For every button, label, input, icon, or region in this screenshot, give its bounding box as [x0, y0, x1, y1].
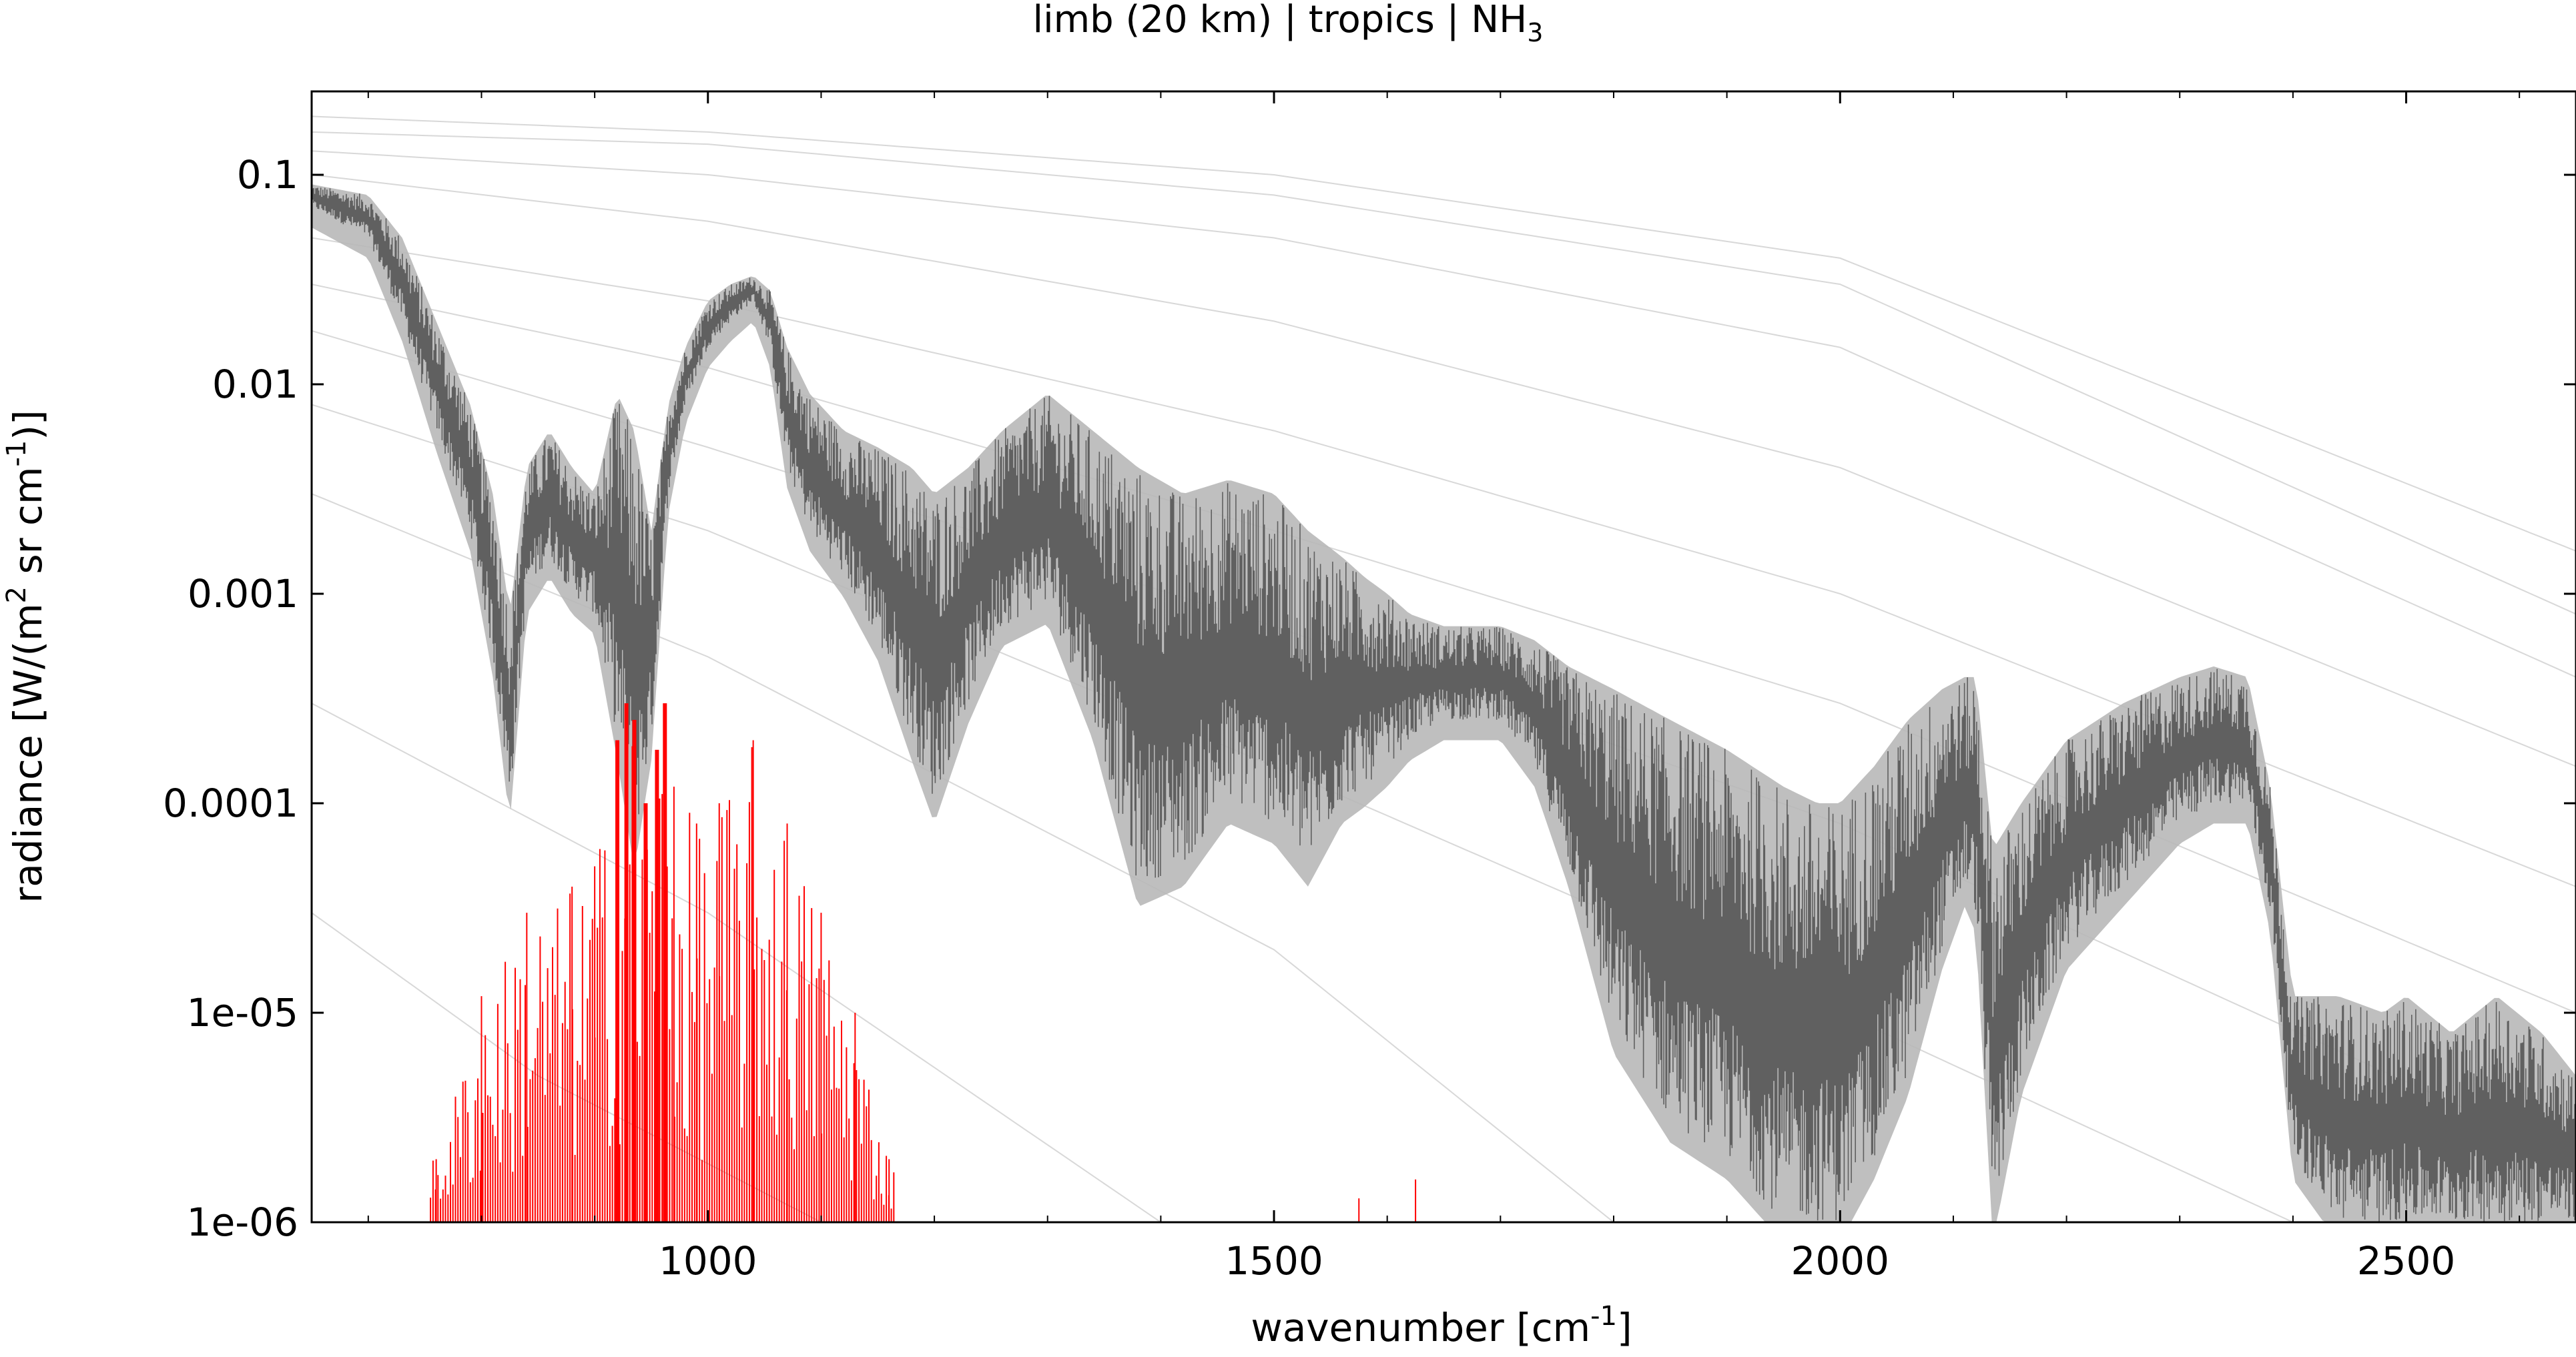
y-axis-label-a: radiance [W/(m	[5, 603, 51, 903]
y-tick-label: 0.0001	[163, 781, 298, 826]
y-axis-label-sup1: 2	[1, 586, 32, 603]
y-tick-label: 1e-06	[187, 1200, 298, 1245]
y-axis-label-c: )]	[5, 410, 51, 440]
reference-curve-1	[311, 115, 2576, 552]
y-tick-label: 0.01	[212, 362, 298, 407]
x-axis-label-end: ]	[1617, 1305, 1632, 1350]
x-tick-label: 1500	[1225, 1238, 1323, 1284]
chart-title-subscript: 3	[1527, 18, 1543, 47]
chart-title-main: limb (20 km) | tropics | NH	[1033, 0, 1528, 41]
nh3-spike-forest	[430, 746, 895, 1222]
y-axis: 0.1 0.01 0.001 0.0001 1e-05 1e-06	[163, 152, 2576, 1245]
y-axis-label: radiance [W/(m2 sr cm-1)]	[1, 410, 51, 903]
y-tick-label: 1e-05	[187, 990, 298, 1035]
y-axis-label-b: sr cm	[5, 467, 51, 586]
x-axis-label-sup: -1	[1590, 1301, 1617, 1332]
x-tick-label: 2000	[1791, 1238, 1889, 1284]
x-axis-label: wavenumber [cm-1]	[1251, 1301, 1632, 1350]
plot-frame	[310, 90, 2576, 1224]
y-axis-label-sup2: -1	[1, 440, 32, 467]
reference-curve-3	[311, 150, 2576, 678]
x-tick-label: 1000	[659, 1238, 757, 1284]
plot-area	[311, 115, 2576, 1223]
y-tick-label: 0.001	[188, 571, 298, 616]
y-tick-label: 0.1	[237, 152, 298, 197]
reference-curve-2	[311, 131, 2576, 615]
x-tick-label: 2500	[2357, 1238, 2456, 1284]
x-axis-label-main: wavenumber [cm	[1251, 1305, 1590, 1350]
nh3-spikes	[430, 703, 1417, 1222]
reference-curve-4	[311, 174, 2576, 767]
chart-title: limb (20 km) | tropics | NH3	[1033, 0, 1544, 47]
series-layer	[311, 184, 2576, 1222]
x-axis: 1000 1500 2000 2500	[367, 91, 2521, 1284]
